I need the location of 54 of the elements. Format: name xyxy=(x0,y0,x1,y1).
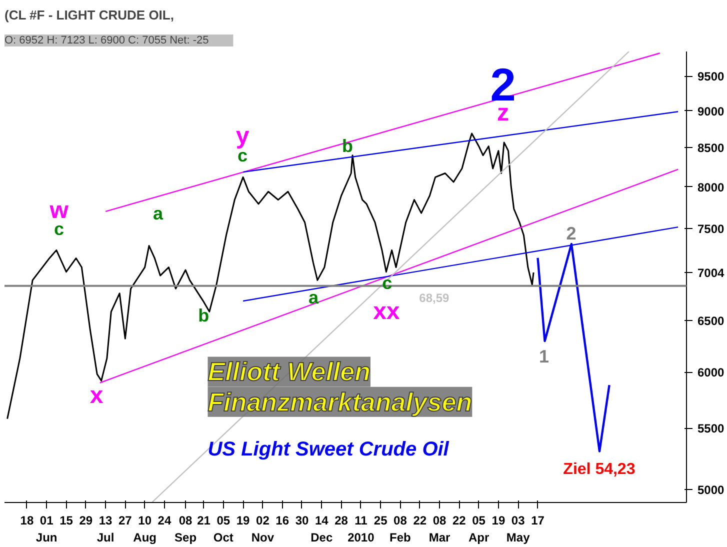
y-tick-label: 9500 xyxy=(698,70,725,84)
x-tick-label: 15 xyxy=(60,514,74,528)
x-tick-label: 17 xyxy=(531,514,545,528)
annotation: Finanzmarktanalysen xyxy=(208,386,472,417)
x-tick-label: 05 Apr xyxy=(468,514,490,544)
x-tick-label: 28 xyxy=(334,514,348,528)
x-tick-label: 16 xyxy=(276,514,290,528)
chart-title: (CL #F - LIGHT CRUDE OIL, xyxy=(4,8,174,22)
x-tick-label: 08 Sep xyxy=(174,514,197,544)
x-tick-label: 11 2010 xyxy=(348,514,375,544)
annotation: xx xyxy=(373,298,400,325)
annotation: x xyxy=(90,382,104,410)
annotation: b xyxy=(342,136,354,156)
x-tick-label: 29 xyxy=(79,514,93,528)
annotation: a xyxy=(308,287,320,308)
y-tick-label: 5000 xyxy=(698,482,725,497)
x-tick-label: 08 Feb xyxy=(390,514,411,544)
x-tick-label: 14 Dec xyxy=(310,514,333,544)
y-tick-label: 7500 xyxy=(698,222,725,236)
x-tick-label: 03 May xyxy=(506,514,530,544)
x-tick-label: 13 Jul xyxy=(96,514,114,544)
annotation: b xyxy=(198,305,210,326)
x-tick-label: 08 Mar xyxy=(428,514,451,544)
annotation: c xyxy=(382,272,392,293)
x-tick-label: 18 xyxy=(20,514,34,528)
annotation: Ziel 54,23 xyxy=(563,461,636,478)
annotation: 1 xyxy=(538,346,549,366)
annotation: 2 xyxy=(566,223,576,244)
annotation: US Light Sweet Crude Oil xyxy=(208,438,450,460)
x-tick-label: 27 xyxy=(118,514,132,528)
x-tick-label: 19 xyxy=(236,514,250,528)
y-tick-label: 6000 xyxy=(698,366,725,380)
x-tick-label: 05 Oct xyxy=(213,514,234,544)
x-tick-label: 22 xyxy=(452,514,466,528)
chart-subtitle: O: 6952 H: 7123 L: 6900 C: 7055 Net: -25 xyxy=(4,34,209,46)
x-tick-label: 24 xyxy=(158,514,172,528)
x-tick-label: 21 xyxy=(197,514,211,528)
annotation: 68,59 xyxy=(419,290,450,305)
annotation: Elliott Wellen xyxy=(208,356,370,387)
y-tick-label: 8500 xyxy=(698,141,725,156)
x-tick-label: 25 xyxy=(374,514,388,528)
x-tick-label: 30 xyxy=(295,514,309,528)
y-tick-label: 5500 xyxy=(698,422,725,436)
y-tick-label: 7004 xyxy=(698,266,725,280)
line-series xyxy=(6,132,534,420)
y-tick-label: 8000 xyxy=(698,180,725,194)
y-tick-label: 9000 xyxy=(698,104,725,118)
annotation: a xyxy=(152,203,164,224)
y-tick-label: 6500 xyxy=(698,314,725,328)
x-tick-label: 02 Nov xyxy=(251,514,274,544)
x-tick-label: 22 xyxy=(413,514,427,528)
x-tick-label: 01 Jun xyxy=(36,514,58,544)
x-tick-label: 10 Aug xyxy=(133,514,156,544)
x-tick-label: 19 xyxy=(492,514,506,528)
